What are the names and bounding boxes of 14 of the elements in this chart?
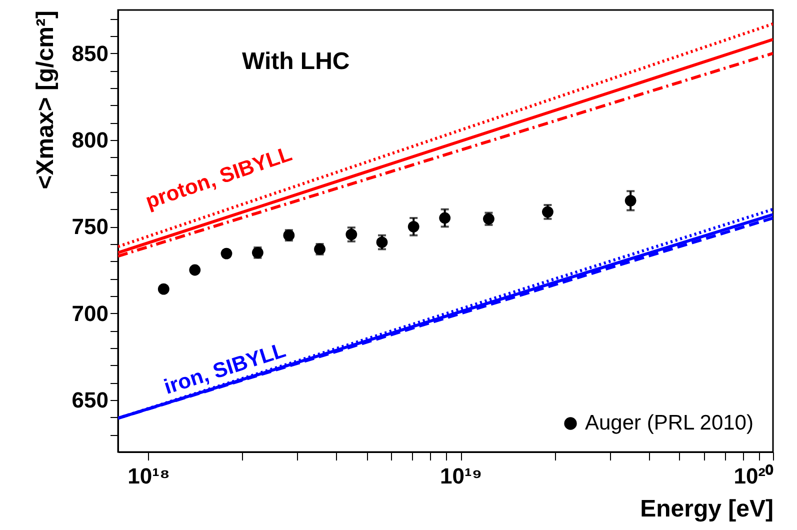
x-tick-label: 10²⁰ — [734, 464, 774, 488]
y-tick-label: 700 — [72, 300, 108, 326]
annotation: iron, SIBYLL — [161, 338, 289, 399]
x-tick-label: 10¹⁸ — [128, 464, 170, 488]
y-tick-label: 800 — [72, 128, 108, 152]
y-tick-label: 650 — [72, 388, 108, 412]
y-tick-label: 850 — [72, 40, 108, 66]
x-axis-title: Energy [eV] — [640, 496, 774, 522]
annotation: proton, SIBYLL — [142, 142, 296, 214]
text: With LHC — [242, 48, 350, 75]
x-tick-label: 10¹⁹ — [440, 464, 482, 488]
y-axis-title: <Xmax> [g/cm²] — [32, 10, 59, 190]
legend-label: Auger (PRL 2010) — [585, 412, 754, 434]
y-tick-label: 750 — [72, 214, 108, 240]
